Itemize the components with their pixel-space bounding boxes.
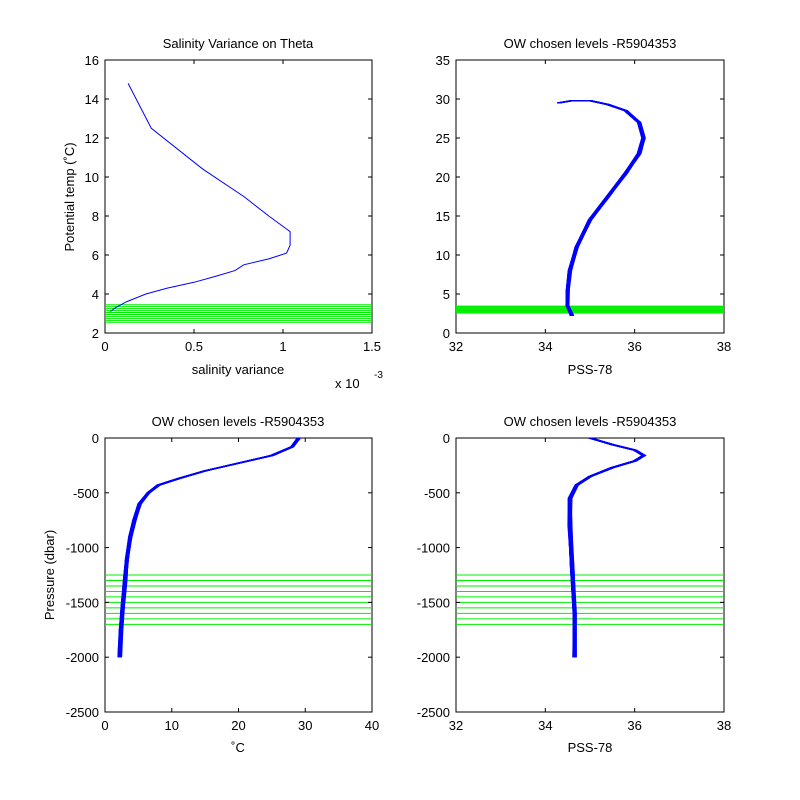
y-tick-label: -1000 xyxy=(417,541,450,556)
panel-ow-levels-salinity-theta: OW chosen levels -R5904353 PSS-78 32 34 36… xyxy=(436,36,732,377)
y-tick-label: 10 xyxy=(85,170,99,185)
y-tick-label: 4 xyxy=(92,287,99,302)
y-tick-label: -1500 xyxy=(417,595,450,610)
y-tick-label: 0 xyxy=(443,431,450,446)
profile-line xyxy=(570,438,647,658)
y-tick-label: 20 xyxy=(436,170,450,185)
y-tick-label: -500 xyxy=(73,486,99,501)
y-tick-label: 0 xyxy=(92,431,99,446)
y-tick-label: 6 xyxy=(92,248,99,263)
y-tick-label: 35 xyxy=(436,53,450,68)
y-tick-label: -500 xyxy=(424,486,450,501)
x-tick-label: 0 xyxy=(101,339,108,354)
x-tick-label: 0.5 xyxy=(185,339,203,354)
y-tick-label: 15 xyxy=(436,209,450,224)
y-tick-label: -2500 xyxy=(417,705,450,720)
y-tick-label: 2 xyxy=(92,326,99,341)
x-tick-label: 10 xyxy=(165,718,179,733)
x-tick-label: 32 xyxy=(449,718,463,733)
x-tick-label: 36 xyxy=(627,718,641,733)
x-tick-label: 34 xyxy=(538,339,552,354)
x-tick-label: 40 xyxy=(365,718,379,733)
x-axis-label: ˚C xyxy=(231,740,245,755)
y-tick-label: -1500 xyxy=(66,595,99,610)
y-tick-label: 8 xyxy=(92,209,99,224)
y-tick-label: 16 xyxy=(85,53,99,68)
chart-title: OW chosen levels -R5904353 xyxy=(504,414,677,429)
y-tick-label: -2000 xyxy=(66,650,99,665)
panel-salinity-variance: Salinity Variance on Theta salinity vari… xyxy=(62,36,383,391)
x-exponent-power: -3 xyxy=(374,370,383,381)
x-tick-label: 38 xyxy=(717,339,731,354)
y-axis-label: Pressure (dbar) xyxy=(42,530,57,620)
x-tick-label: 0 xyxy=(101,718,108,733)
y-tick-label: -1000 xyxy=(66,541,99,556)
y-tick-label: -2000 xyxy=(417,650,450,665)
x-axis-label: PSS-78 xyxy=(568,362,613,377)
plot-area xyxy=(104,59,373,334)
chart-title: OW chosen levels -R5904353 xyxy=(504,36,677,51)
x-tick-label: 20 xyxy=(231,718,245,733)
x-tick-label: 1 xyxy=(279,339,286,354)
panel-ow-levels-salinity-pressure: OW chosen levels -R5904353 PSS-78 32 34 36… xyxy=(417,414,731,755)
y-tick-label: 12 xyxy=(85,131,99,146)
x-axis-label: PSS-78 xyxy=(568,740,613,755)
x-tick-label: 36 xyxy=(627,339,641,354)
profile-line xyxy=(119,438,300,658)
x-tick-label: 30 xyxy=(298,718,312,733)
panel-ow-levels-temperature-pressure: OW chosen levels -R5904353 ˚C Pressure (… xyxy=(42,414,379,755)
chart-title: OW chosen levels -R5904353 xyxy=(152,414,325,429)
data-line xyxy=(110,83,291,313)
y-tick-label: 0 xyxy=(443,326,450,341)
x-exponent-label: x 10 xyxy=(335,376,360,391)
profile-line xyxy=(559,100,645,316)
y-tick-label: 5 xyxy=(443,287,450,302)
x-tick-label: 32 xyxy=(449,339,463,354)
y-tick-label: -2500 xyxy=(66,705,99,720)
x-tick-label: 34 xyxy=(538,718,552,733)
y-tick-label: 14 xyxy=(85,92,99,107)
x-axis-label: salinity variance xyxy=(192,362,285,377)
x-tick-label: 1.5 xyxy=(363,339,381,354)
plot-area xyxy=(455,59,725,334)
y-tick-label: 25 xyxy=(436,131,450,146)
y-tick-label: 30 xyxy=(436,92,450,107)
y-axis-label: Potential temp (˚C) xyxy=(62,142,77,251)
chart-title: Salinity Variance on Theta xyxy=(163,36,314,51)
y-tick-label: 10 xyxy=(436,248,450,263)
x-tick-label: 38 xyxy=(717,718,731,733)
